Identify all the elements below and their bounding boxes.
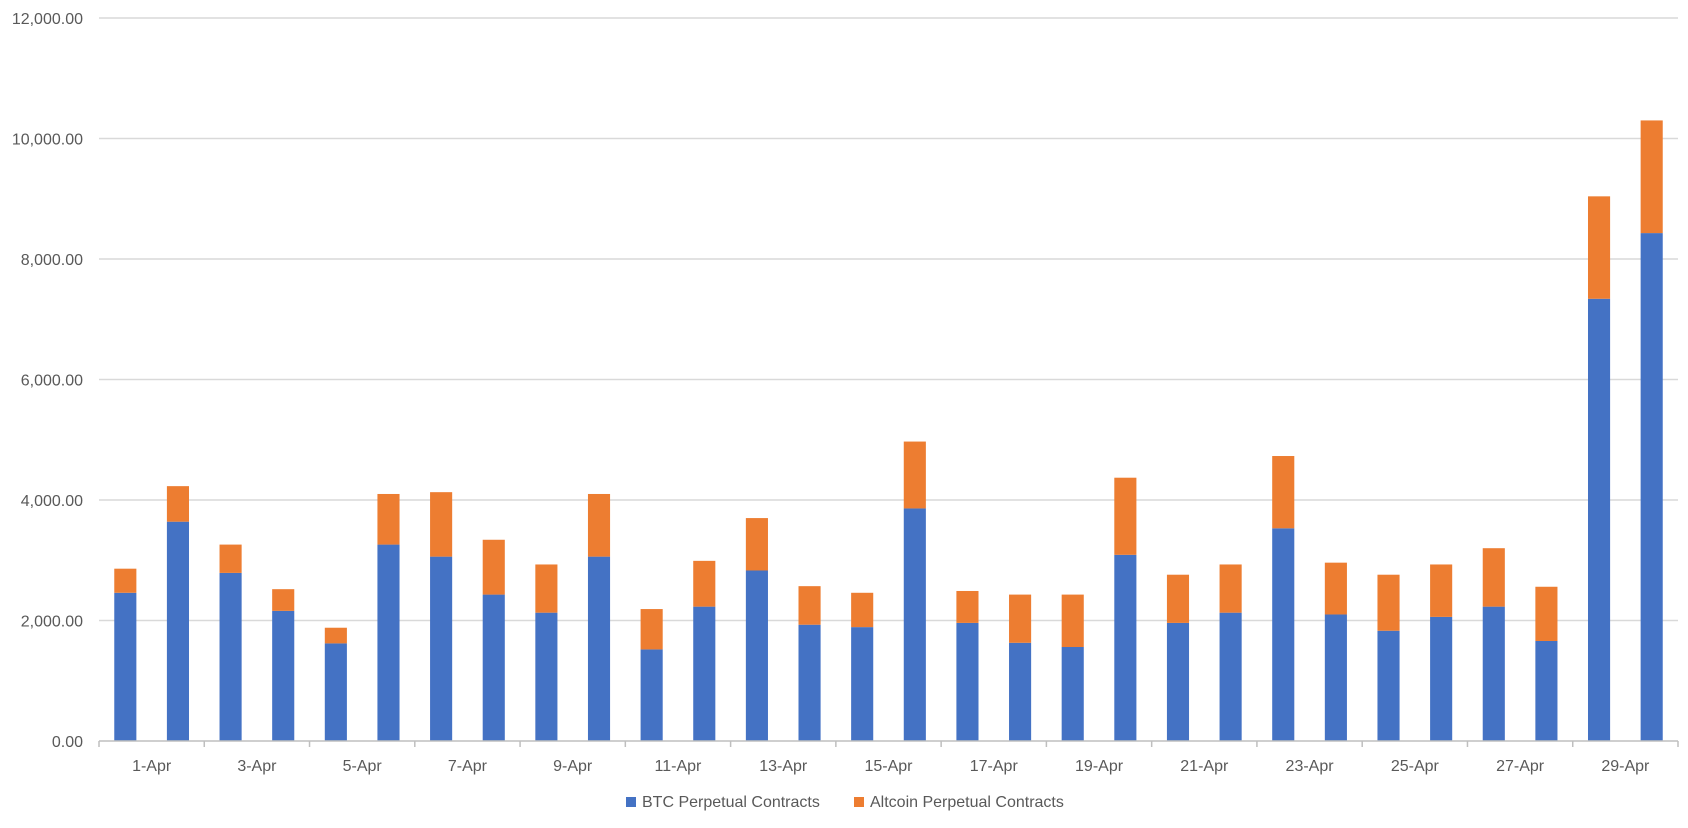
bar-altcoin[interactable] [1430,564,1453,617]
legend-label-btc: BTC Perpetual Contracts [642,794,820,811]
bar-btc[interactable] [114,592,137,741]
y-tick-label: 10,000.00 [12,132,83,149]
bar-altcoin[interactable] [1587,196,1611,299]
x-tick-label: 27-Apr [1496,758,1545,775]
bar-altcoin[interactable] [430,492,453,557]
bar-altcoin[interactable] [693,560,716,607]
x-tick-label: 15-Apr [864,758,913,775]
bar-btc[interactable] [851,627,874,741]
bar-btc[interactable] [1535,640,1558,741]
bar-altcoin[interactable] [851,592,874,628]
bar-altcoin[interactable] [587,493,611,557]
bar-btc[interactable] [1482,606,1505,741]
bar-altcoin[interactable] [640,609,663,650]
y-tick-label: 6,000.00 [21,373,83,390]
x-tick-label: 21-Apr [1180,758,1229,775]
bar-altcoin[interactable] [956,590,979,623]
bar-altcoin[interactable] [166,486,190,522]
y-tick-label: 0.00 [52,734,83,751]
bar-altcoin[interactable] [903,441,926,509]
legend[interactable]: BTC Perpetual Contracts Altcoin Perpetua… [626,794,1064,811]
bar-btc[interactable] [1114,554,1137,741]
bar-btc[interactable] [798,624,821,741]
y-tick-label: 2,000.00 [21,614,83,631]
y-tick-label: 12,000.00 [12,11,83,28]
x-tick-label: 1-Apr [132,758,172,775]
x-tick-label: 13-Apr [759,758,808,775]
legend-label-altcoin: Altcoin Perpetual Contracts [870,794,1064,811]
bar-btc[interactable] [1272,528,1295,741]
y-axis: 0.00 2,000.00 4,000.00 6,000.00 8,000.00 10,0… [12,11,83,751]
bar-btc[interactable] [1061,647,1084,741]
bar-altcoin[interactable] [1272,456,1295,529]
bar-btc[interactable] [693,606,716,741]
y-tick-label: 8,000.00 [21,252,83,269]
x-tick-label: 23-Apr [1286,758,1335,775]
bar-altcoin[interactable] [1482,548,1505,607]
bar-altcoin[interactable] [1166,574,1190,623]
bar-btc[interactable] [903,508,926,741]
bar-altcoin[interactable] [482,539,505,595]
bar-btc[interactable] [745,570,768,741]
legend-swatch-altcoin [854,797,864,807]
bar-altcoin[interactable] [324,627,347,644]
bar-btc[interactable] [1430,616,1453,741]
bar-altcoin[interactable] [1535,586,1558,641]
bar-altcoin[interactable] [535,564,558,613]
x-tick-label: 9-Apr [553,758,593,775]
bar-btc[interactable] [272,610,295,741]
bar-btc[interactable] [1377,630,1400,741]
bar-btc[interactable] [640,649,663,741]
bar-btc[interactable] [324,643,347,741]
bar-btc[interactable] [1324,614,1347,741]
x-tick-label: 29-Apr [1601,758,1650,775]
bar-altcoin[interactable] [114,568,137,593]
x-tick-label: 11-Apr [655,758,703,775]
bar-altcoin[interactable] [377,493,400,545]
bar-btc[interactable] [587,556,611,741]
legend-swatch-btc [626,797,636,807]
bar-altcoin[interactable] [1324,562,1347,615]
bar-btc[interactable] [482,594,505,741]
x-tick-label: 5-Apr [343,758,383,775]
bar-altcoin[interactable] [1219,564,1242,613]
bar-btc[interactable] [430,556,453,741]
bar-btc[interactable] [1009,642,1032,741]
bar-btc[interactable] [535,612,558,741]
bar-btc[interactable] [1587,298,1611,741]
bar-btc[interactable] [1219,612,1242,741]
bar-btc[interactable] [1640,233,1663,741]
bar-altcoin[interactable] [1114,477,1137,555]
bar-altcoin[interactable] [1640,120,1663,234]
bar-btc[interactable] [1166,622,1190,741]
bar-btc[interactable] [219,572,242,741]
x-tick-label: 19-Apr [1075,758,1124,775]
y-tick-label: 4,000.00 [21,493,83,510]
bar-btc[interactable] [377,544,400,741]
bar-btc[interactable] [166,521,190,741]
gridlines [99,17,1678,622]
x-tick-label: 25-Apr [1391,758,1440,775]
bar-altcoin[interactable] [745,518,768,571]
x-axis: 1-Apr 3-Apr 5-Apr 7-Apr 9-Apr 11-Apr 13-Apr 15-… [98,740,1679,775]
bar-altcoin[interactable] [1061,594,1084,648]
bar-altcoin[interactable] [1377,574,1400,631]
bar-altcoin[interactable] [272,589,295,611]
bar-altcoin[interactable] [798,586,821,625]
bar-altcoin[interactable] [1009,594,1032,643]
bar-btc[interactable] [956,622,979,741]
bar-altcoin[interactable] [219,544,242,573]
x-tick-label: 17-Apr [970,758,1019,775]
bars [114,120,1663,741]
x-tick-label: 3-Apr [237,758,277,775]
x-tick-label: 7-Apr [448,758,488,775]
